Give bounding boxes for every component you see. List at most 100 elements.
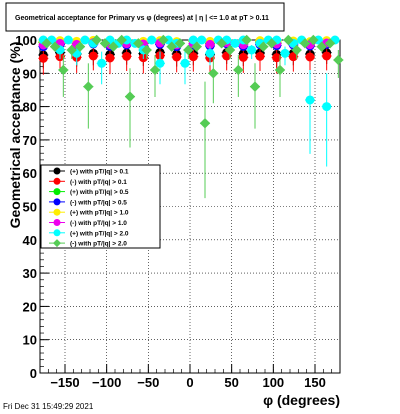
legend-label: (-) with pT/|q| > 1.0 <box>70 220 127 227</box>
legend-marker <box>53 239 61 248</box>
data-point <box>172 52 182 62</box>
data-point <box>49 41 61 52</box>
legend-entry: (+) with pT/|q| > 1.0 <box>49 208 129 217</box>
data-point <box>58 64 69 76</box>
legend: (+) with pT/|q| > 0.1 (-) with pT/|q| > 0… <box>40 164 161 249</box>
data-point <box>249 81 261 92</box>
legend-label: (+) with pT/|q| > 0.5 <box>70 189 129 196</box>
data-point <box>74 41 86 52</box>
legend-box <box>40 164 161 249</box>
y-tick-label: 20 <box>23 299 37 314</box>
data-point <box>247 45 257 55</box>
y-tick-label: 70 <box>23 133 37 148</box>
data-point <box>216 38 227 49</box>
data-point <box>88 51 98 61</box>
data-point <box>322 51 332 61</box>
legend-entry: (-) with pT/|q| > 0.5 <box>49 198 127 206</box>
data-point <box>147 35 157 45</box>
x-tick-label: 100 <box>262 375 284 390</box>
data-point <box>283 34 294 46</box>
data-point <box>105 53 115 63</box>
y-tick-label: 60 <box>23 166 37 181</box>
legend-entry: (+) with pT/|q| > 0.1 <box>49 167 129 176</box>
legend-marker <box>53 188 61 196</box>
data-point <box>308 34 319 46</box>
legend-marker <box>53 198 61 206</box>
data-point <box>99 38 111 49</box>
data-point <box>174 38 186 49</box>
data-point <box>166 41 177 52</box>
x-tick-label: −150 <box>50 375 79 390</box>
data-point <box>322 102 332 112</box>
legend-entry: (+) with pT/|q| > 2.0 <box>49 229 129 237</box>
data-point <box>63 35 73 45</box>
data-point <box>141 44 152 56</box>
data-point <box>41 38 52 49</box>
y-tick-label: 50 <box>23 200 37 215</box>
legend-label: (+) with pT/|q| > 2.0 <box>70 230 129 237</box>
data-point <box>133 38 144 49</box>
y-tick-label: 80 <box>23 100 37 115</box>
data-point <box>305 95 315 105</box>
title-box <box>5 2 285 32</box>
legend-label: (+) with pT/|q| > 0.1 <box>70 169 129 176</box>
data-point <box>241 34 252 46</box>
legend-marker <box>53 167 61 175</box>
data-point <box>124 91 136 102</box>
data-series <box>38 34 344 199</box>
data-point <box>158 34 169 46</box>
y-tick-label: 40 <box>23 233 37 248</box>
axis-ticks: −150 −100 −50 0 50 100 150 0 10 20 30 40 50 60 70 80 90 1… <box>15 33 341 390</box>
legend-label: (-) with pT/|q| > 0.1 <box>70 179 127 186</box>
data-point <box>97 58 107 68</box>
legend-label: (+) with pT/|q| > 1.0 <box>70 210 129 217</box>
data-point <box>299 38 311 49</box>
data-point <box>180 58 190 68</box>
data-point <box>197 35 207 45</box>
x-tick-label: −100 <box>92 375 121 390</box>
y-tick-label: 100 <box>15 33 37 48</box>
data-point <box>155 58 165 68</box>
legend-entry: (-) with pT/|q| > 0.1 <box>49 177 127 186</box>
data-point <box>324 38 336 49</box>
data-point <box>280 48 290 58</box>
data-point <box>222 51 232 61</box>
data-point <box>266 38 277 49</box>
timestamp-footer: Fri Dec 31 15:49:29 2021 <box>3 402 94 411</box>
data-point <box>80 35 90 45</box>
data-point <box>191 41 202 52</box>
data-point <box>116 34 127 46</box>
y-tick-label: 30 <box>23 266 37 281</box>
y-tick-label: 10 <box>23 333 37 348</box>
y-tick-label: 90 <box>23 66 37 81</box>
grid-lines <box>40 39 340 374</box>
x-tick-label: 0 <box>186 375 193 390</box>
x-tick-label: −50 <box>137 375 159 390</box>
data-point <box>316 41 327 52</box>
legend-entry: (-) with pT/|q| > 1.0 <box>49 219 127 227</box>
legend-label: (-) with pT/|q| > 0.5 <box>70 199 127 206</box>
data-point <box>238 52 248 62</box>
data-point <box>38 53 48 63</box>
legend-entry: (-) with pT/|q| > 2.0 <box>49 239 127 248</box>
legend-marker <box>53 208 61 216</box>
data-point <box>258 41 269 52</box>
legend-label: (-) with pT/|q| > 2.0 <box>70 241 127 248</box>
legend-marker <box>53 219 61 226</box>
data-point <box>272 53 282 63</box>
data-point <box>122 51 132 61</box>
legend-entry: (+) with pT/|q| > 0.5 <box>49 188 129 196</box>
legend-marker <box>53 177 61 185</box>
data-point <box>288 52 298 62</box>
series-group <box>41 34 344 199</box>
data-point <box>333 54 344 66</box>
data-point <box>188 52 198 62</box>
legend-marker <box>53 229 61 237</box>
data-point <box>199 118 211 129</box>
data-point <box>274 64 286 76</box>
y-tick-label: 0 <box>30 366 37 381</box>
data-point <box>66 44 77 56</box>
x-axis-label: φ (degrees) <box>263 392 340 408</box>
chart-title: Geometrical acceptance for Primary vs φ … <box>15 15 269 22</box>
